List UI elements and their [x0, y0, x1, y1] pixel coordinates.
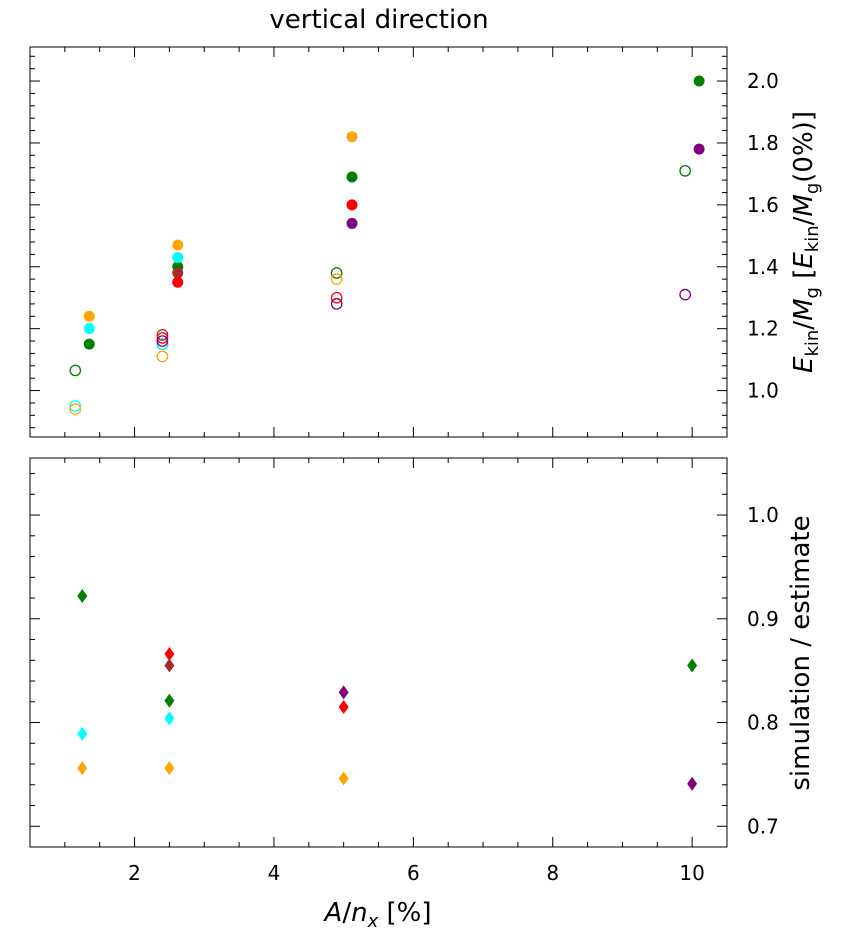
top-panel-ticks: 1.0 1.2 1.4 1.6 1.8 2.0: [29, 47, 779, 437]
top-data-point: [330, 273, 343, 285]
top-data-point: [346, 199, 358, 211]
top-data-point: [83, 323, 95, 335]
bottom-data-point: [164, 761, 175, 776]
top-data-point: [693, 75, 705, 87]
bottom-y-tick-label: 1.0: [747, 503, 779, 527]
bottom-y-tick-label: 0.7: [747, 814, 779, 838]
top-data-point: [172, 276, 184, 288]
top-data-point: [156, 332, 169, 344]
top-panel-frame: [29, 46, 728, 438]
x-axis-label: A/nx [%]: [323, 898, 432, 932]
x-tick-label: 2: [128, 861, 141, 885]
top-data-point: [330, 267, 343, 279]
chart-title: vertical direction: [269, 5, 488, 35]
bottom-data-point: [164, 711, 175, 726]
bottom-data-point: [77, 588, 88, 603]
top-data-point: [330, 298, 343, 310]
top-data-point: [83, 310, 95, 322]
top-data-point: [69, 403, 82, 415]
top-data-point: [69, 364, 82, 377]
bottom-y-tick-label: 0.9: [747, 607, 779, 631]
x-tick-label: 4: [268, 861, 281, 885]
x-tick-label: 8: [546, 861, 559, 885]
bottom-panel-frame: [29, 457, 728, 848]
top-y-tick-label: 1.2: [747, 317, 779, 341]
top-data-point: [156, 338, 169, 350]
bottom-data-point: [77, 726, 88, 741]
bottom-panel-points: [77, 588, 698, 791]
top-data-point: [156, 329, 169, 341]
bottom-data-point: [338, 771, 349, 786]
bottom-panel: 2 4 6 8 10 0.7 0.8 0.9 1.0 simulation / estimate…: [29, 457, 816, 932]
bottom-data-point: [687, 658, 698, 673]
top-data-point: [172, 251, 184, 263]
bottom-data-point: [687, 776, 698, 791]
top-data-point: [156, 335, 169, 347]
bottom-data-point: [338, 699, 349, 714]
top-data-point: [172, 267, 184, 279]
top-panel-points: [69, 75, 705, 415]
bottom-panel-ticks: 2 4 6 8 10 0.7 0.8 0.9 1.0: [29, 458, 779, 885]
top-data-point: [69, 400, 82, 412]
top-y-tick-label: 1.8: [747, 131, 779, 155]
top-y-tick-label: 1.0: [747, 379, 779, 403]
x-tick-label: 6: [407, 861, 420, 885]
top-data-point: [693, 143, 705, 155]
top-panel: 1.0 1.2 1.4 1.6 1.8 2.0 Ekin/Mg [Ekin/Mg(0%)]: [29, 46, 823, 438]
top-data-point: [346, 171, 358, 183]
top-data-point: [156, 350, 169, 363]
top-y-axis-label: Ekin/Mg [Ekin/Mg(0%)]: [789, 111, 823, 373]
bottom-data-point: [164, 658, 175, 673]
top-data-point: [346, 131, 358, 143]
bottom-y-tick-label: 0.8: [747, 711, 779, 735]
top-data-point: [679, 288, 692, 301]
top-data-point: [679, 164, 692, 177]
top-data-point: [346, 217, 358, 229]
top-y-tick-label: 1.4: [747, 255, 779, 279]
bottom-data-point: [164, 693, 175, 708]
bottom-data-point: [164, 647, 175, 662]
top-data-point: [330, 291, 343, 304]
bottom-data-point: [338, 685, 349, 700]
top-data-point: [83, 338, 95, 350]
x-tick-label: 10: [679, 861, 704, 885]
bottom-data-point: [77, 761, 88, 776]
top-y-tick-label: 1.6: [747, 193, 779, 217]
top-y-tick-label: 2.0: [747, 69, 779, 93]
top-data-point: [172, 239, 184, 251]
bottom-y-axis-label: simulation / estimate: [786, 515, 816, 790]
